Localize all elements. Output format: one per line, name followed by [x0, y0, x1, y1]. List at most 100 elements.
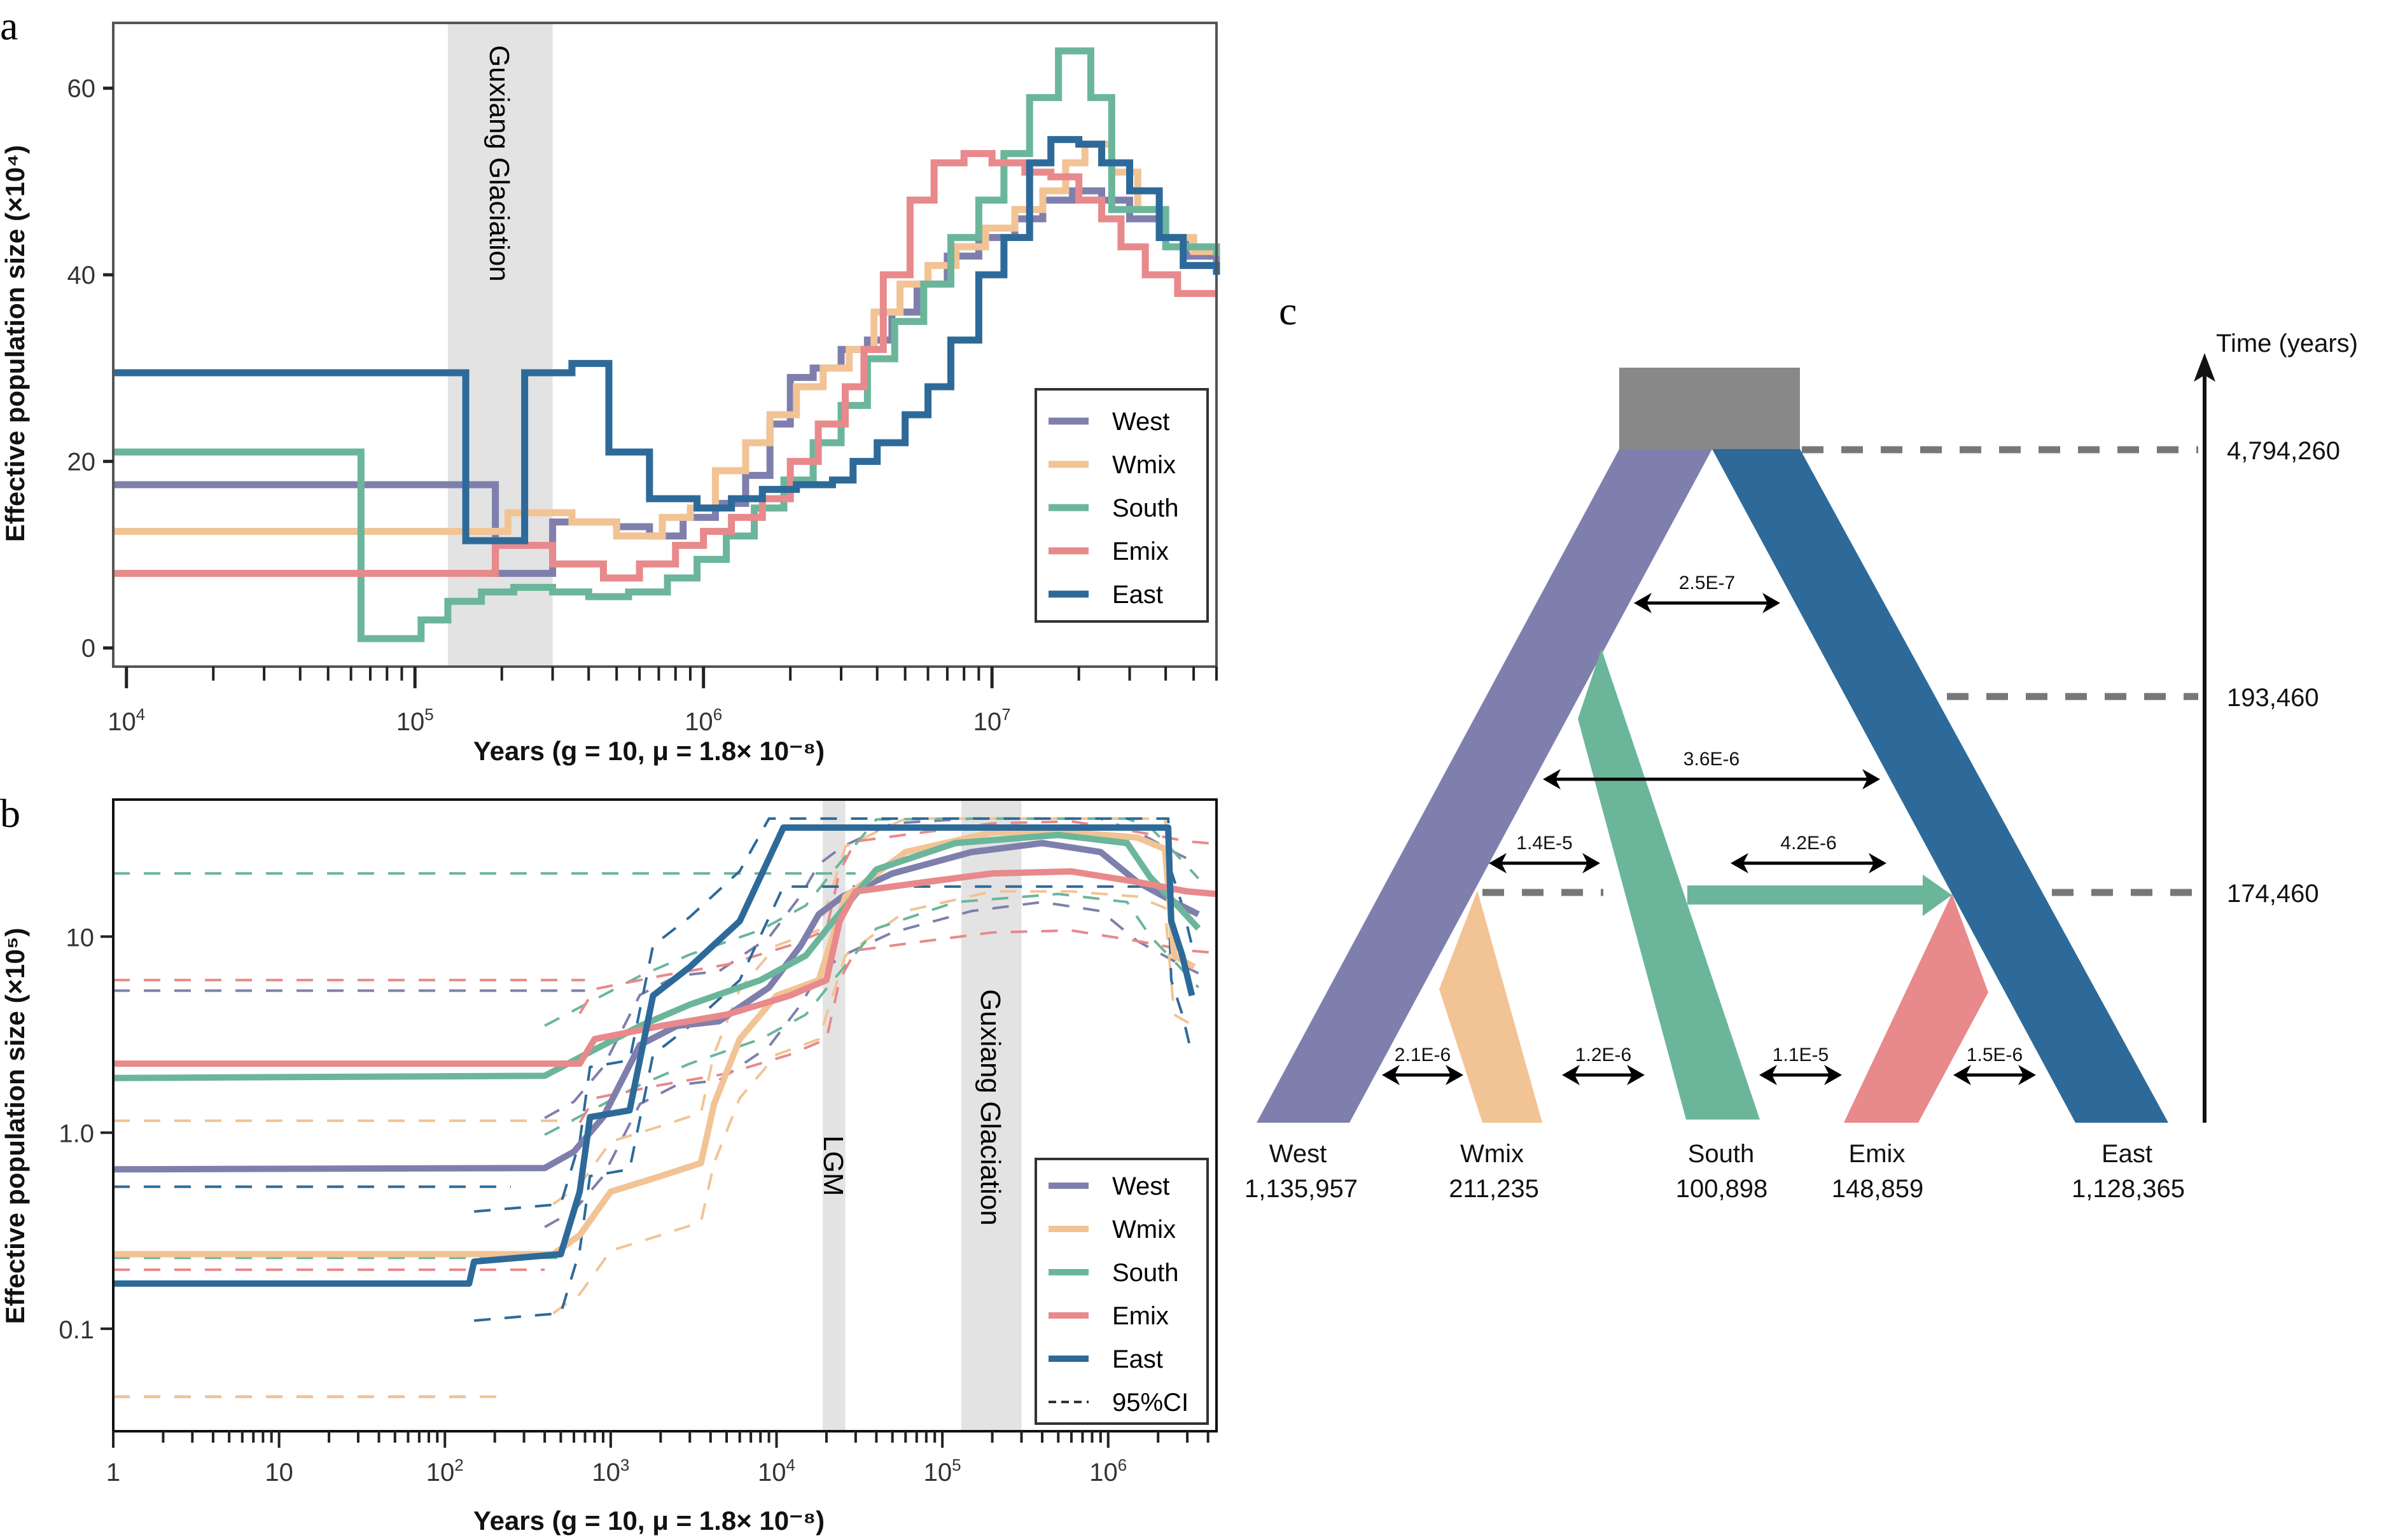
panel-label-a: a — [0, 3, 18, 48]
time-value-2: 193,460 — [2227, 684, 2319, 712]
time-axis-label: Time (years) — [2216, 330, 2358, 357]
migration-rate-label: 1.1E-5 — [1773, 1044, 1829, 1065]
y-tick-label: 0.1 — [59, 1316, 94, 1344]
series-east — [113, 135, 1220, 545]
branch-wmix — [1439, 891, 1542, 1123]
y-tick-label: 10 — [66, 924, 95, 952]
migration-rate-label: 1.2E-6 — [1575, 1044, 1631, 1065]
time-axis-arrowhead-icon — [2194, 353, 2215, 382]
legend-label-95ci: 95%CI — [1112, 1389, 1189, 1417]
x-tick-label: 104 — [758, 1455, 795, 1487]
legend-label-south: South — [1112, 494, 1179, 522]
legend-label-east: East — [1112, 581, 1163, 609]
arrow-right-icon — [1627, 1065, 1645, 1085]
series-south — [113, 831, 1201, 1081]
arrow-right-icon — [1762, 593, 1780, 613]
pop-name-south: South — [1688, 1140, 1755, 1168]
arrow-right-icon — [1824, 1065, 1842, 1085]
migration-rate-label: 2.5E-7 — [1679, 572, 1735, 593]
band-label-0: LGM — [818, 1135, 849, 1196]
pop-name-wmix: Wmix — [1460, 1140, 1524, 1168]
panel-label-b: b — [0, 791, 20, 836]
x-tick-label: 105 — [924, 1455, 961, 1487]
x-tick-label: 106 — [1089, 1455, 1127, 1487]
legend-box — [1035, 1158, 1209, 1425]
pop-size-wmix: 211,235 — [1449, 1175, 1539, 1203]
legend-label-wmix: Wmix — [1112, 451, 1176, 479]
panel-a-ylabel: Effective population size (×10⁴) — [0, 145, 30, 542]
pop-name-emix: Emix — [1849, 1140, 1906, 1168]
series-west — [113, 840, 1200, 1173]
glaciation-band — [447, 23, 553, 667]
legend-label-emix: Emix — [1112, 1302, 1169, 1330]
legend-label-emix: Emix — [1112, 538, 1169, 565]
panel-label-c: c — [1279, 288, 1297, 333]
plot-frame — [112, 798, 1218, 1432]
arrow-right-icon — [1446, 1065, 1463, 1085]
x-tick-label: 1 — [106, 1459, 120, 1487]
y-tick-label: 0 — [81, 635, 95, 663]
panel-a-xlabel: Years (g = 10, μ = 1.8× 10⁻⁸) — [473, 736, 825, 766]
ci-path-emix-lower — [578, 929, 1217, 1123]
panel-b-chart: LGM Guxiang Glaciation 1 10 102 103 104 105 106 0… — [59, 798, 1218, 1487]
pop-size-west: 1,135,957 — [1244, 1175, 1358, 1203]
migration-rate-label: 3.6E-6 — [1684, 749, 1739, 770]
migration-rate-label: 4.2E-6 — [1780, 833, 1836, 854]
y-tick-label: 60 — [67, 75, 96, 103]
ci-path-west-lower — [544, 901, 1199, 1228]
series-east — [113, 824, 1196, 1287]
arrow-right-icon — [1862, 769, 1880, 789]
band-label-1: Guxiang Glaciation — [975, 989, 1006, 1226]
admixture-arrow-head — [1923, 875, 1952, 916]
panel-b-xlabel: Years (g = 10, μ = 1.8× 10⁻⁸) — [473, 1506, 825, 1536]
ci-path-east-upper — [473, 817, 1194, 1213]
arrow-left-icon — [1382, 1065, 1400, 1085]
arrow-left-icon — [1731, 853, 1748, 873]
x-tick-label: 103 — [592, 1455, 629, 1487]
glaciation-band-label: Guxiang Glaciation — [484, 45, 515, 282]
plot-frame — [112, 22, 1218, 668]
ci-path-west-upper — [544, 817, 1199, 1120]
legend-label-west: West — [1112, 408, 1169, 436]
y-tick-label: 1.0 — [59, 1120, 94, 1148]
arrow-left-icon — [1953, 1065, 1971, 1085]
migration-rate-label: 1.5E-6 — [1967, 1044, 2023, 1065]
legend-label-wmix: Wmix — [1112, 1216, 1176, 1244]
pop-size-south: 100,898 — [1676, 1175, 1768, 1203]
legend-label-west: West — [1112, 1172, 1169, 1200]
pop-size-emix: 148,859 — [1832, 1175, 1924, 1203]
x-tick-label: 10 — [265, 1459, 293, 1487]
ci-path-emix-upper — [578, 820, 1217, 1015]
branch-west — [1257, 449, 1712, 1123]
series-wmix — [113, 829, 1196, 1258]
ci-path-wmix-upper — [552, 817, 1195, 1205]
ancestral-population-block — [1619, 368, 1800, 449]
x-tick-label: 105 — [396, 705, 434, 736]
y-tick-label: 20 — [67, 448, 96, 476]
arrow-left-icon — [1759, 1065, 1777, 1085]
migration-rate-label: 1.4E-5 — [1516, 833, 1572, 854]
branch-emix — [1844, 894, 1988, 1123]
arrow-right-icon — [2018, 1065, 2036, 1085]
arrow-left-icon — [1489, 853, 1507, 873]
panel-c-diagram: Time (years) 4,794,260 193,460 174,460 — [1257, 330, 2358, 1123]
y-tick-label: 40 — [67, 261, 96, 289]
x-tick-label: 107 — [973, 705, 1011, 736]
admixture-arrow-shaft — [1687, 885, 1935, 905]
arrow-left-icon — [1543, 769, 1561, 789]
x-tick-label: 106 — [685, 705, 722, 736]
migration-arrows: 2.5E-7 3.6E-6 1.4E-5 4.2E-6 2.1E-6 1.2E-6 1.1E… — [1382, 572, 2036, 1085]
panel-b-ylabel: Effective population size (×10⁵) — [0, 927, 30, 1324]
population-labels: West 1,135,957 Wmix 211,235 South 100,89… — [1244, 1140, 2185, 1203]
series-emix — [113, 149, 1216, 582]
panel-a-chart: Guxiang Glaciation 104 105 106 107 0 20 40 60 Wes… — [67, 22, 1220, 736]
arrow-left-icon — [1562, 1065, 1580, 1085]
arrow-right-icon — [1582, 853, 1600, 873]
x-tick-label: 102 — [426, 1455, 464, 1487]
x-tick-label: 104 — [108, 705, 145, 736]
pop-name-west: West — [1269, 1140, 1327, 1168]
pop-size-east: 1,128,365 — [2072, 1175, 2185, 1203]
band-1 — [961, 800, 1022, 1431]
ci-path-east-lower — [473, 885, 1194, 1322]
